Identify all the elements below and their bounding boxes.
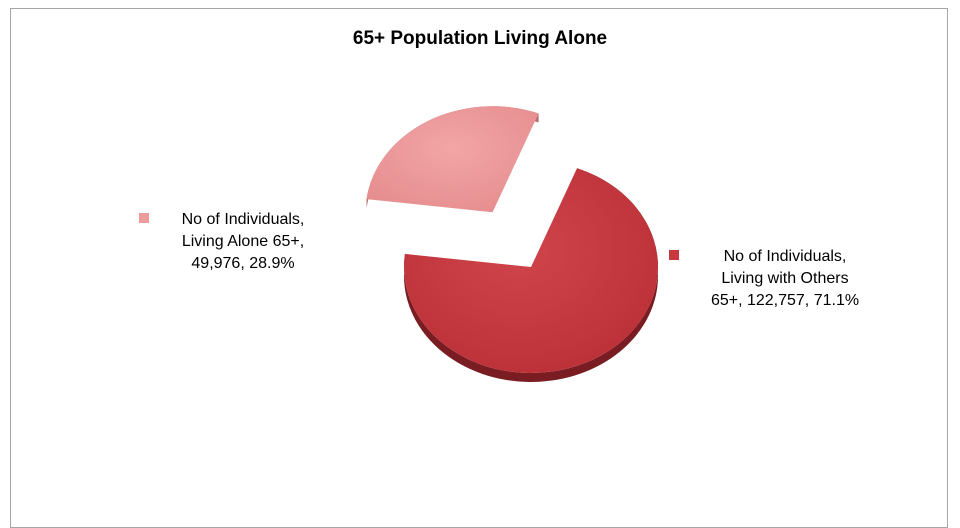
data-label-line: No of Individuals,: [181, 211, 305, 228]
data-label-line: 65+, 122,757, 71.1%: [710, 292, 860, 309]
data-label-line: 49,976, 28.9%: [191, 255, 295, 272]
pie-slice-living-with-others[interactable]: [403, 168, 659, 374]
data-label-line: Living Alone 65+,: [181, 233, 305, 250]
pie-chart: [366, 106, 659, 382]
chart-title: 65+ Population Living Alone: [352, 28, 608, 49]
data-label-living-alone: No of Individuals, Living Alone 65+, 49,…: [158, 209, 328, 275]
pie-slice-living-alone[interactable]: [366, 106, 539, 213]
data-label-line: No of Individuals,: [723, 248, 847, 265]
data-label-line: Living with Others: [721, 270, 849, 287]
slice-swatch-living-alone: [139, 213, 149, 223]
data-label-living-with-others: No of Individuals, Living with Others 65…: [690, 246, 880, 312]
slice-swatch-living-with-others: [669, 250, 679, 260]
